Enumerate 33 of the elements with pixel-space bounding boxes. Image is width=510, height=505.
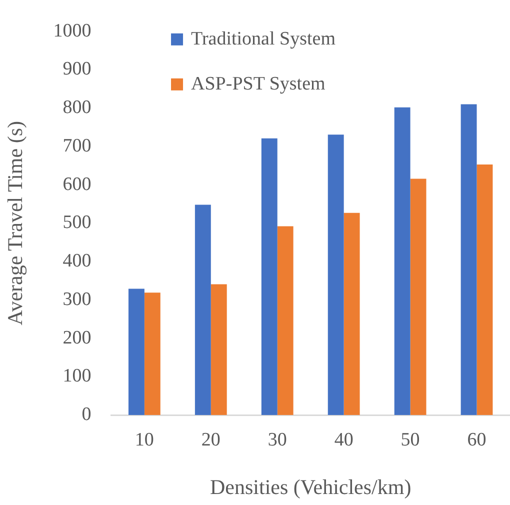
y-tick-label: 500: [62, 212, 92, 234]
y-tick-label: 1000: [53, 20, 92, 42]
bar: [394, 107, 410, 415]
x-tick-label: 10: [134, 429, 154, 450]
y-tick-label: 600: [62, 174, 92, 195]
bar: [476, 164, 493, 415]
bar: [144, 292, 160, 415]
y-tick-label: 300: [62, 288, 92, 310]
y-axis-title: Average Travel Time (s): [3, 121, 28, 326]
y-tick-label: 400: [62, 250, 92, 272]
y-tick-label: 0: [82, 404, 92, 425]
legend-label: ASP-PST System: [191, 73, 326, 94]
bar: [344, 212, 360, 415]
x-tick-label: 30: [268, 429, 287, 450]
legend-label: Traditional System: [191, 28, 336, 50]
bar: [410, 178, 426, 415]
y-tick-label: 200: [62, 327, 92, 348]
bar: [261, 138, 278, 415]
x-tick-label: 60: [467, 429, 486, 450]
x-tick-label: 40: [334, 429, 354, 450]
x-axis-title: Densities (Vehicles/km): [210, 474, 412, 499]
bar: [194, 204, 211, 415]
y-tick-label: 900: [62, 58, 92, 80]
bar: [328, 134, 344, 415]
y-tick-label: 800: [62, 97, 92, 118]
y-tick-label: 700: [62, 135, 92, 156]
bar: [460, 104, 477, 415]
y-tick-label: 100: [62, 366, 92, 387]
x-tick-label: 50: [400, 429, 420, 450]
bar: [277, 226, 294, 415]
bar: [210, 284, 227, 415]
bar: [128, 288, 144, 415]
x-tick-label: 20: [201, 429, 220, 450]
